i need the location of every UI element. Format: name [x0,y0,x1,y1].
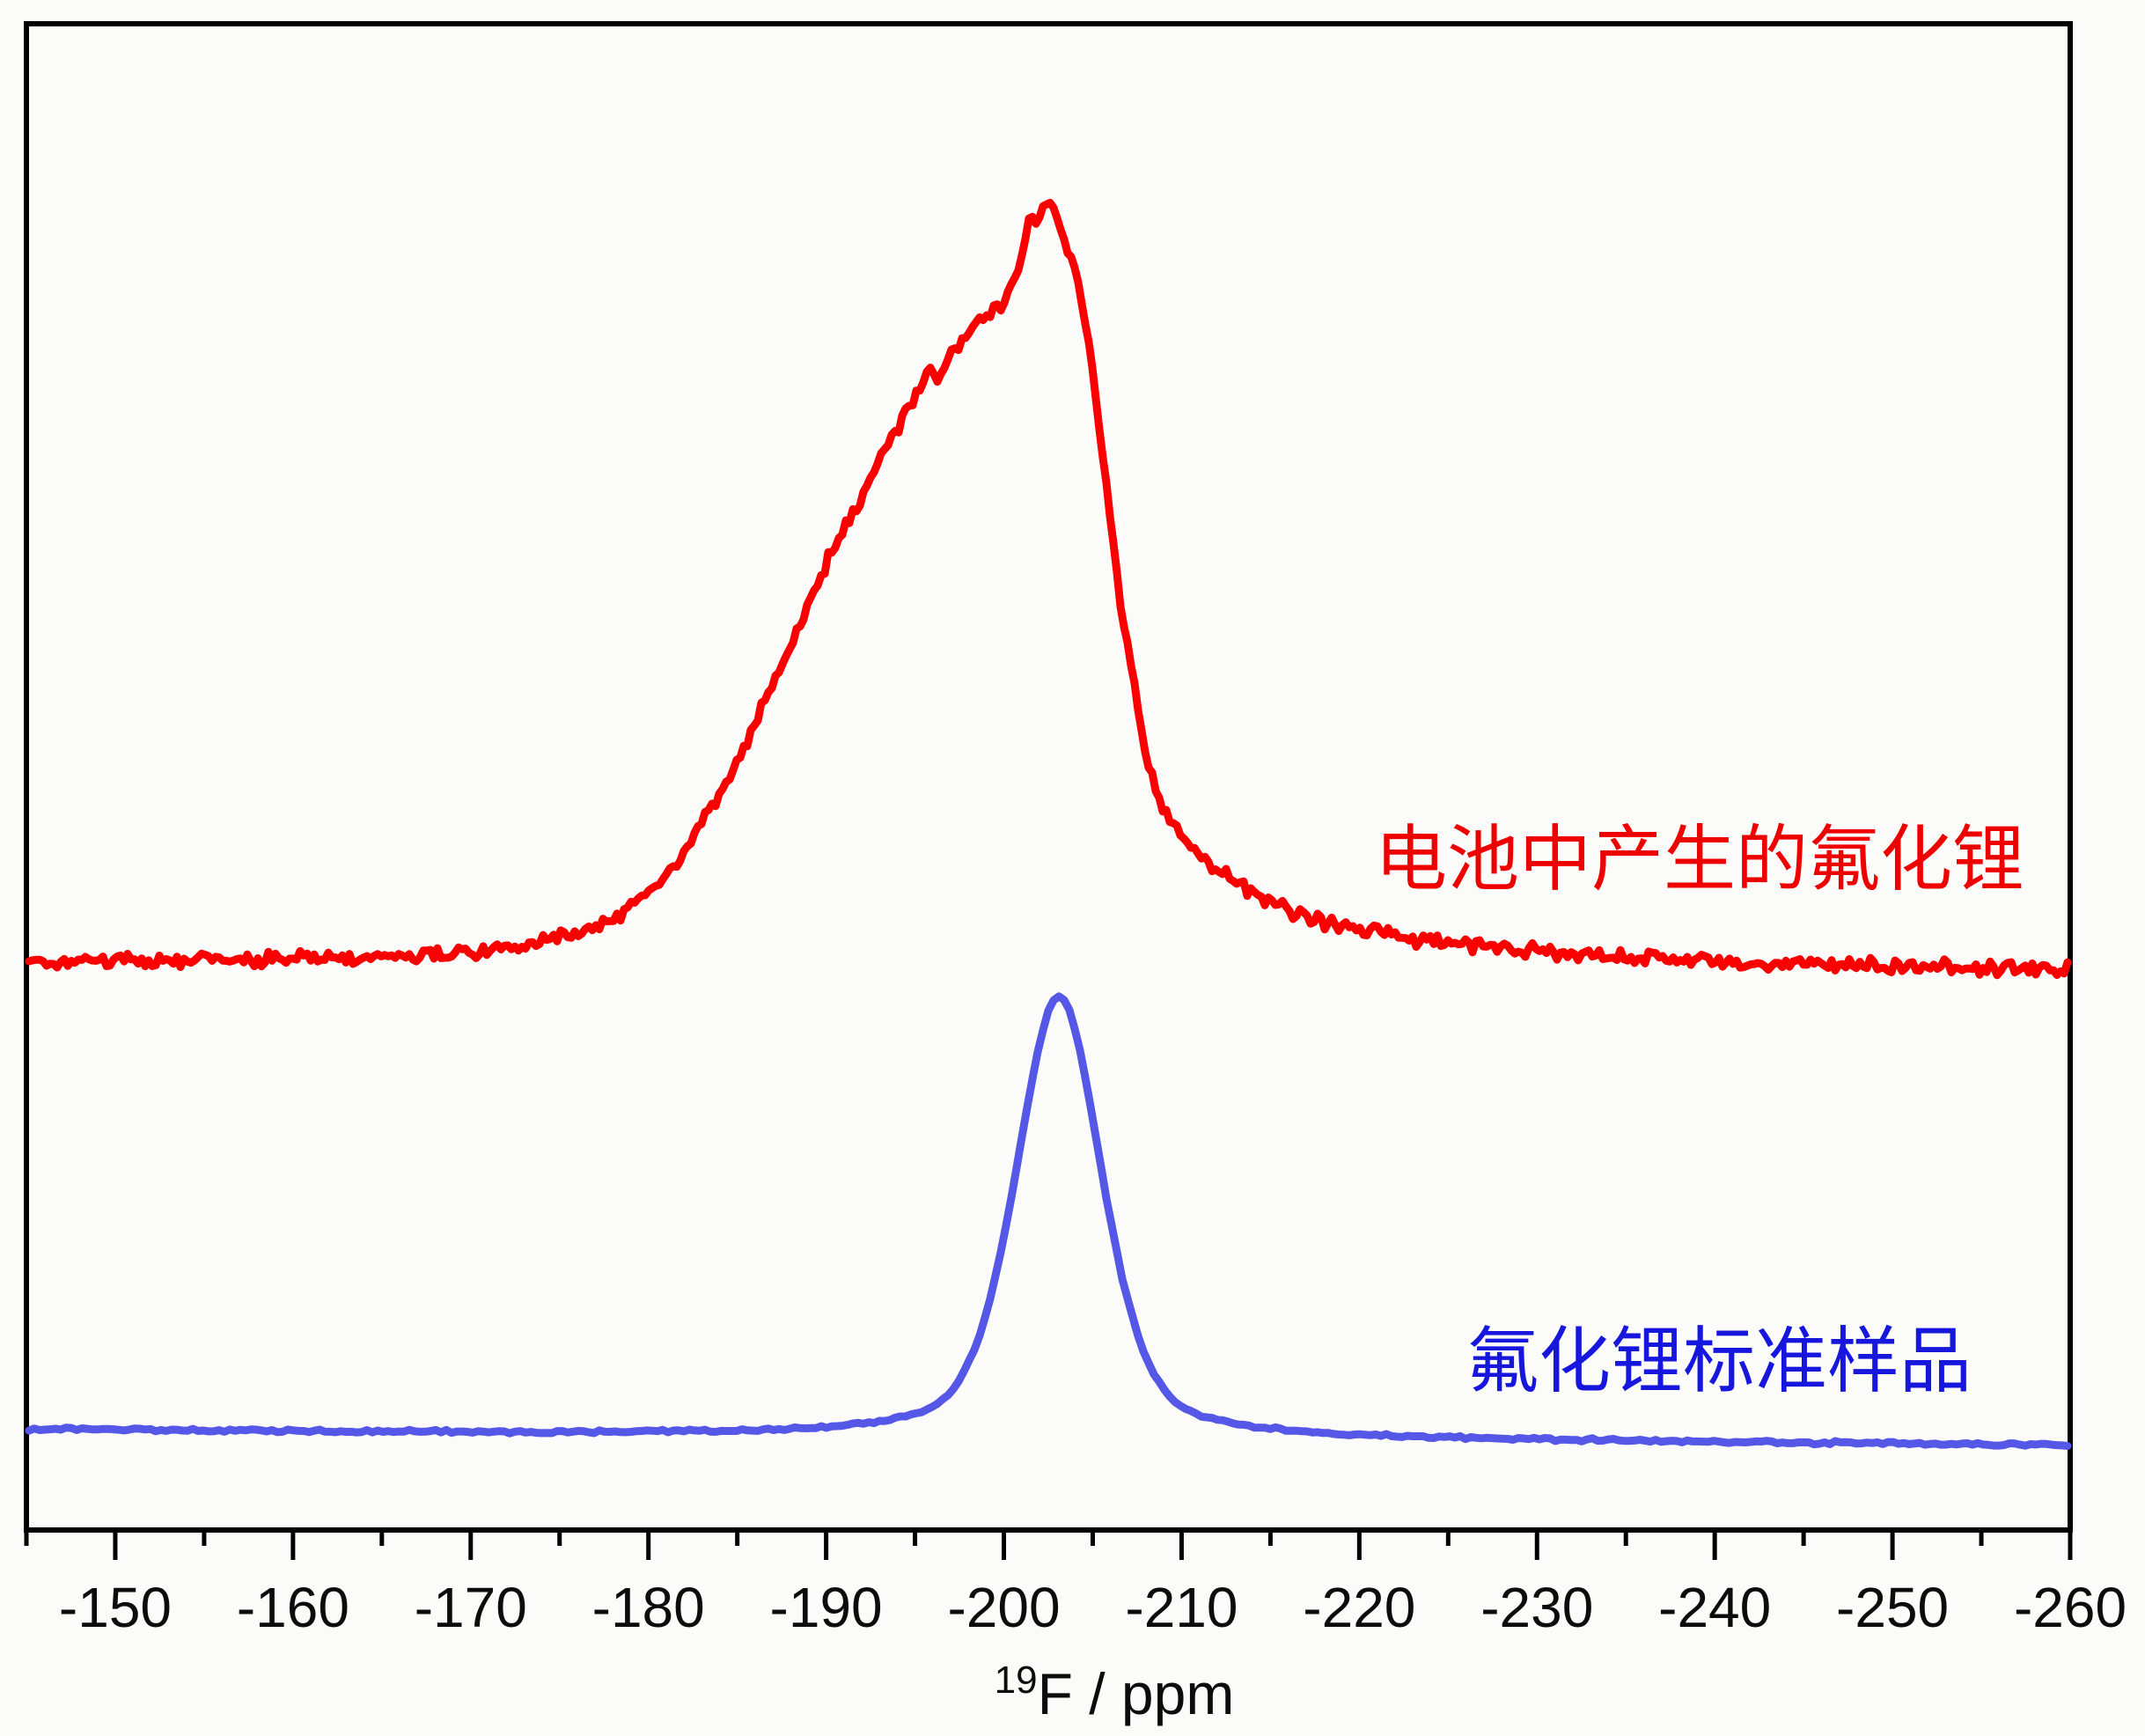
series-label-battery-lif: 电池中产生的氟化锂 [1375,820,2025,900]
x-tick-label: -210 [1125,1576,1238,1639]
x-tick-label: -260 [2014,1576,2127,1639]
x-tick-label: -170 [415,1576,527,1639]
x-tick-label: -250 [1836,1576,1949,1639]
x-tick-label: -190 [770,1576,883,1639]
x-tick-label: -160 [237,1576,349,1639]
x-axis-ticks [24,1530,2073,1560]
x-tick-label: -230 [1480,1576,1593,1639]
spectrum-trace-0 [25,198,2072,980]
x-axis-tick-labels: -150 -160 -170 -180 -190 -200 -210 -220 -230 -240… [59,1576,2127,1639]
spectrum-trace-1 [25,992,2072,1450]
series-label-lif-standard: 氟化锂标准样品 [1466,1321,1972,1401]
x-axis-title-text: F / ppm [1037,1661,1235,1726]
x-tick-label: -180 [592,1576,705,1639]
x-tick-label: -240 [1658,1576,1771,1639]
spectrum-curves [25,198,2072,1450]
x-tick-label: -150 [59,1576,172,1639]
x-tick-label: -200 [947,1576,1060,1639]
plot-frame [24,21,2073,1533]
x-tick-label: -220 [1303,1576,1415,1639]
x-axis-title-superscript: 19 [994,1659,1038,1702]
x-axis-title: 19F / ppm [894,1659,1334,1727]
